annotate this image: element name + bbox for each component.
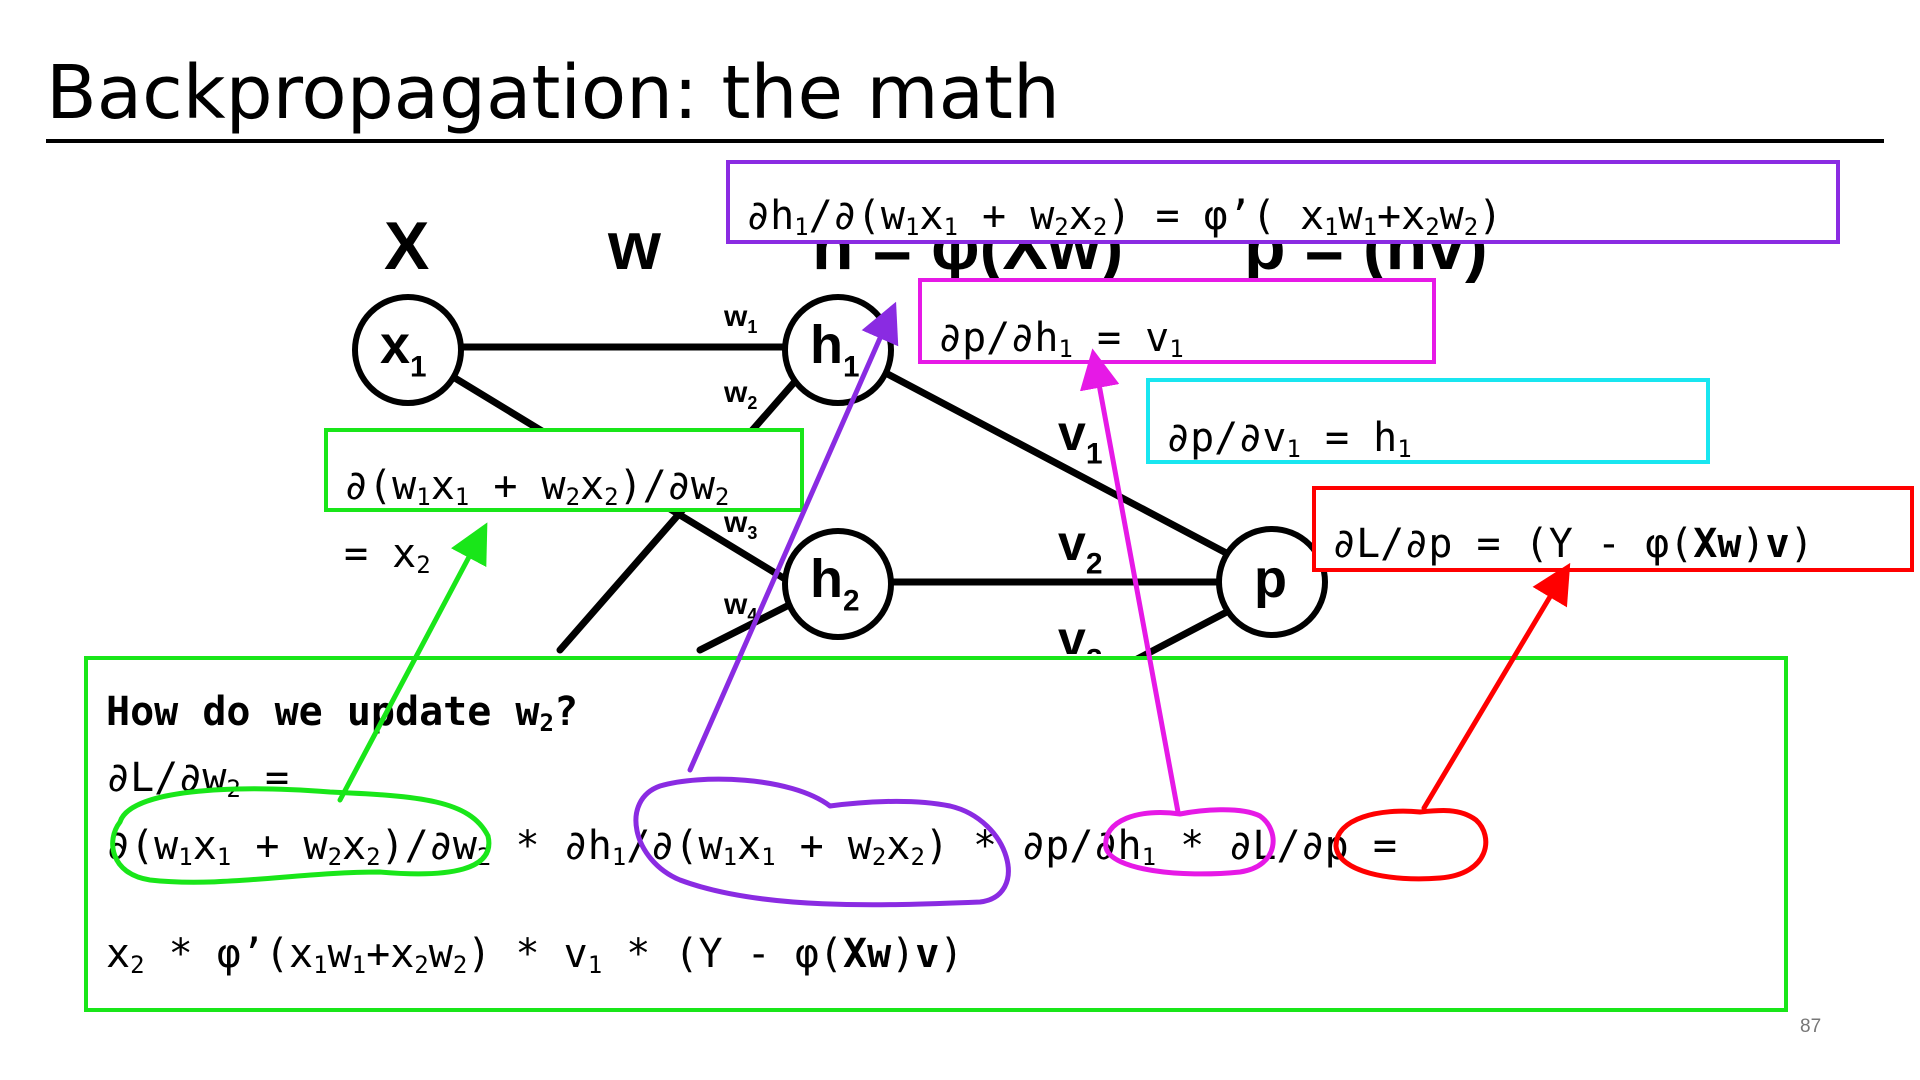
cyan-derivative-box (1146, 378, 1710, 464)
node-x1-label: x1 (380, 315, 427, 384)
green-derivative-line1: ∂(w1x1 + w2x2)/∂w2 (344, 463, 730, 511)
node-h2 (782, 528, 894, 640)
purple-circle-stroke (633, 776, 1011, 908)
weight-w3-label: w3 (724, 506, 758, 544)
header-w: w (608, 208, 661, 284)
edge-x2-h2 (696, 598, 799, 654)
weight-v3-label: v2 (1058, 614, 1103, 654)
slide-title: Backpropagation: the math (46, 50, 1060, 136)
weight-w1-label: w1 (724, 300, 758, 338)
weight-w4-label: w4 (724, 588, 758, 626)
node-h2-label: h2 (810, 549, 860, 618)
magenta-arrow (1079, 348, 1181, 815)
edge-h1-p (876, 366, 1234, 559)
update-result: x2 * φ’(x1w1+x2w2) * v1 * (Y - φ(Xw)v) (106, 931, 964, 979)
purple-derivative-box (726, 160, 1840, 244)
page-number: 87 (1800, 1016, 1822, 1037)
green-circle-stroke (110, 786, 492, 885)
magenta-circle-stroke (1103, 807, 1276, 877)
purple-derivative-text: ∂h1/∂(w1x1 + w2x2) = φ’( x1w1+x2w2) (746, 193, 1503, 241)
red-derivative-text: ∂L/∂p = (Y - φ(Xw)v) (1332, 521, 1814, 567)
node-p-label: p (1254, 549, 1287, 609)
update-question: How do we update w2? (106, 689, 579, 737)
weight-w2-label: w2 (724, 376, 758, 414)
magenta-derivative-box (918, 278, 1436, 364)
magenta-derivative-text: ∂p/∂h1 = v1 (938, 315, 1184, 363)
main-update-box (84, 656, 1788, 1012)
title-underline (46, 139, 1884, 143)
cyan-derivative-text: ∂p/∂v1 = h1 (1166, 415, 1412, 463)
green-derivative-box (324, 428, 804, 512)
green-arrow (337, 522, 488, 803)
red-derivative-box (1312, 486, 1914, 572)
node-x1 (352, 294, 464, 406)
purple-arrow (687, 301, 899, 773)
header-x: X (384, 208, 430, 284)
red-arrow (1421, 562, 1571, 811)
weight-v2-label: v2 (1058, 515, 1103, 581)
red-circle-stroke (1333, 807, 1489, 882)
green-derivative-line2: = x2 (344, 531, 431, 579)
weight-v1-label: v1 (1058, 405, 1103, 471)
node-h1-label: h1 (810, 315, 860, 384)
node-p (1216, 526, 1328, 638)
